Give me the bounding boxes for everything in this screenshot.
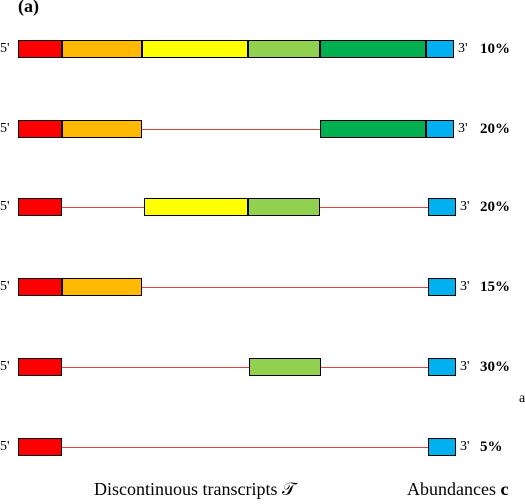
three-prime-label: 3' [460,359,470,374]
exon-4 [248,40,320,58]
abundance-value: 10% [480,41,510,57]
abundance-value: 5% [480,439,503,455]
intron-line [62,207,144,208]
exon-6 [426,40,454,58]
exon-3 [142,40,248,58]
exon-5 [320,120,426,138]
exon-5 [320,40,426,58]
five-prime-label: 5' [0,279,10,294]
exon-6 [428,358,456,376]
abundance-value: 30% [480,359,510,375]
five-prime-label: 5' [0,41,10,56]
abundances-caption: Abundances c [407,478,508,500]
transcript-row: 5' 3' 15% [0,276,525,300]
three-prime-label: 3' [460,439,470,454]
intron-line [142,287,428,288]
stray-character: a [519,391,525,406]
exon-1 [18,278,62,296]
intron-line [142,129,320,130]
transcript-row: 5' 3' 10% [0,38,525,62]
exon-2 [62,40,142,58]
three-prime-label: 3' [460,199,470,214]
intron-line [321,367,428,368]
exon-1 [18,358,62,376]
five-prime-label: 5' [0,121,10,136]
transcript-row: 5' 3' 20% [0,118,525,142]
abundances-caption-text: Abundances [407,479,501,499]
panel-label: (a) [18,0,39,16]
abundances-caption-symbol: c [500,479,509,499]
intron-line [62,367,249,368]
exon-6 [426,120,454,138]
exon-6 [428,438,456,456]
exon-2 [62,278,142,296]
exon-1 [18,120,62,138]
abundance-value: 15% [480,279,510,295]
exon-1 [18,438,62,456]
transcript-row: 5' 3' 5% [0,436,525,460]
transcript-row: 5' 3' 30% [0,356,525,380]
intron-line [320,207,428,208]
three-prime-label: 3' [460,279,470,294]
five-prime-label: 5' [0,199,10,214]
exon-4 [249,358,321,376]
intron-line [62,447,428,448]
abundance-value: 20% [480,121,510,137]
three-prime-label: 3' [458,41,468,56]
transcripts-caption: Discontinuous transcripts 𝒯 [94,479,296,499]
exon-6 [428,278,456,296]
exon-2 [62,120,142,138]
exon-4 [248,198,320,216]
exon-3 [144,198,248,216]
three-prime-label: 3' [458,121,468,136]
exon-1 [18,198,62,216]
five-prime-label: 5' [0,359,10,374]
exon-1 [18,40,62,58]
abundance-value: 20% [480,199,510,215]
exon-6 [428,198,456,216]
transcript-row: 5' 3' 20% [0,196,525,220]
five-prime-label: 5' [0,439,10,454]
